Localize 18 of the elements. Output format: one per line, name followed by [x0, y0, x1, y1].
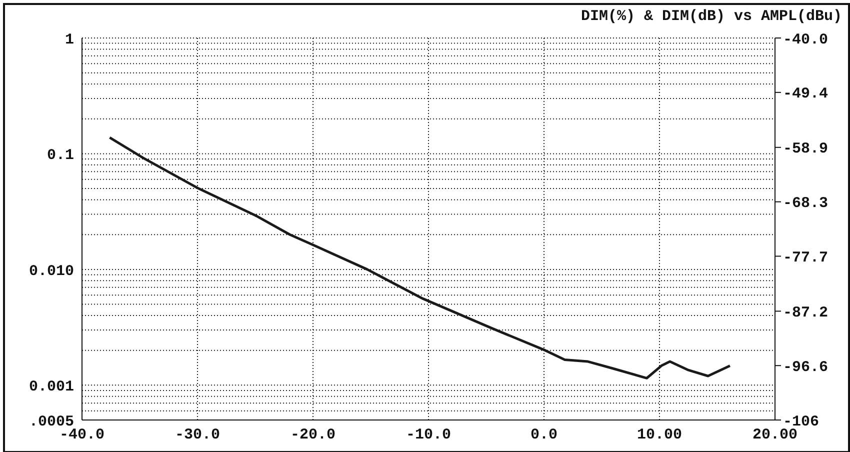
y2-tick-label: -40.0 — [783, 31, 828, 48]
y2-tick-label: -49.4 — [783, 86, 828, 103]
y2-tick-label: -96.6 — [783, 358, 828, 376]
y-tick-label: 0.010 — [28, 262, 74, 280]
chart-title: DIM(%) & DIM(dB) vs AMPL(dBu) — [580, 8, 842, 25]
y2-tick-label: -68.3 — [783, 195, 828, 212]
x-tick-label: 10.00 — [636, 426, 682, 444]
x-tick-label: -20.0 — [290, 426, 336, 444]
y2-tick-label: -58.9 — [783, 140, 828, 158]
y-tick-label: 1 — [64, 31, 74, 48]
y2-tick-label: -87.2 — [783, 304, 828, 322]
x-tick-label: 0.0 — [530, 426, 558, 444]
y2-tick-label: -77.7 — [783, 250, 828, 267]
x-tick-label: 20.00 — [752, 426, 798, 444]
x-tick-label: -30.0 — [174, 426, 220, 444]
x-tick-label: -10.0 — [406, 426, 452, 444]
y-tick-label: 0.001 — [28, 378, 74, 396]
y-tick-label: 0.1 — [46, 147, 74, 164]
